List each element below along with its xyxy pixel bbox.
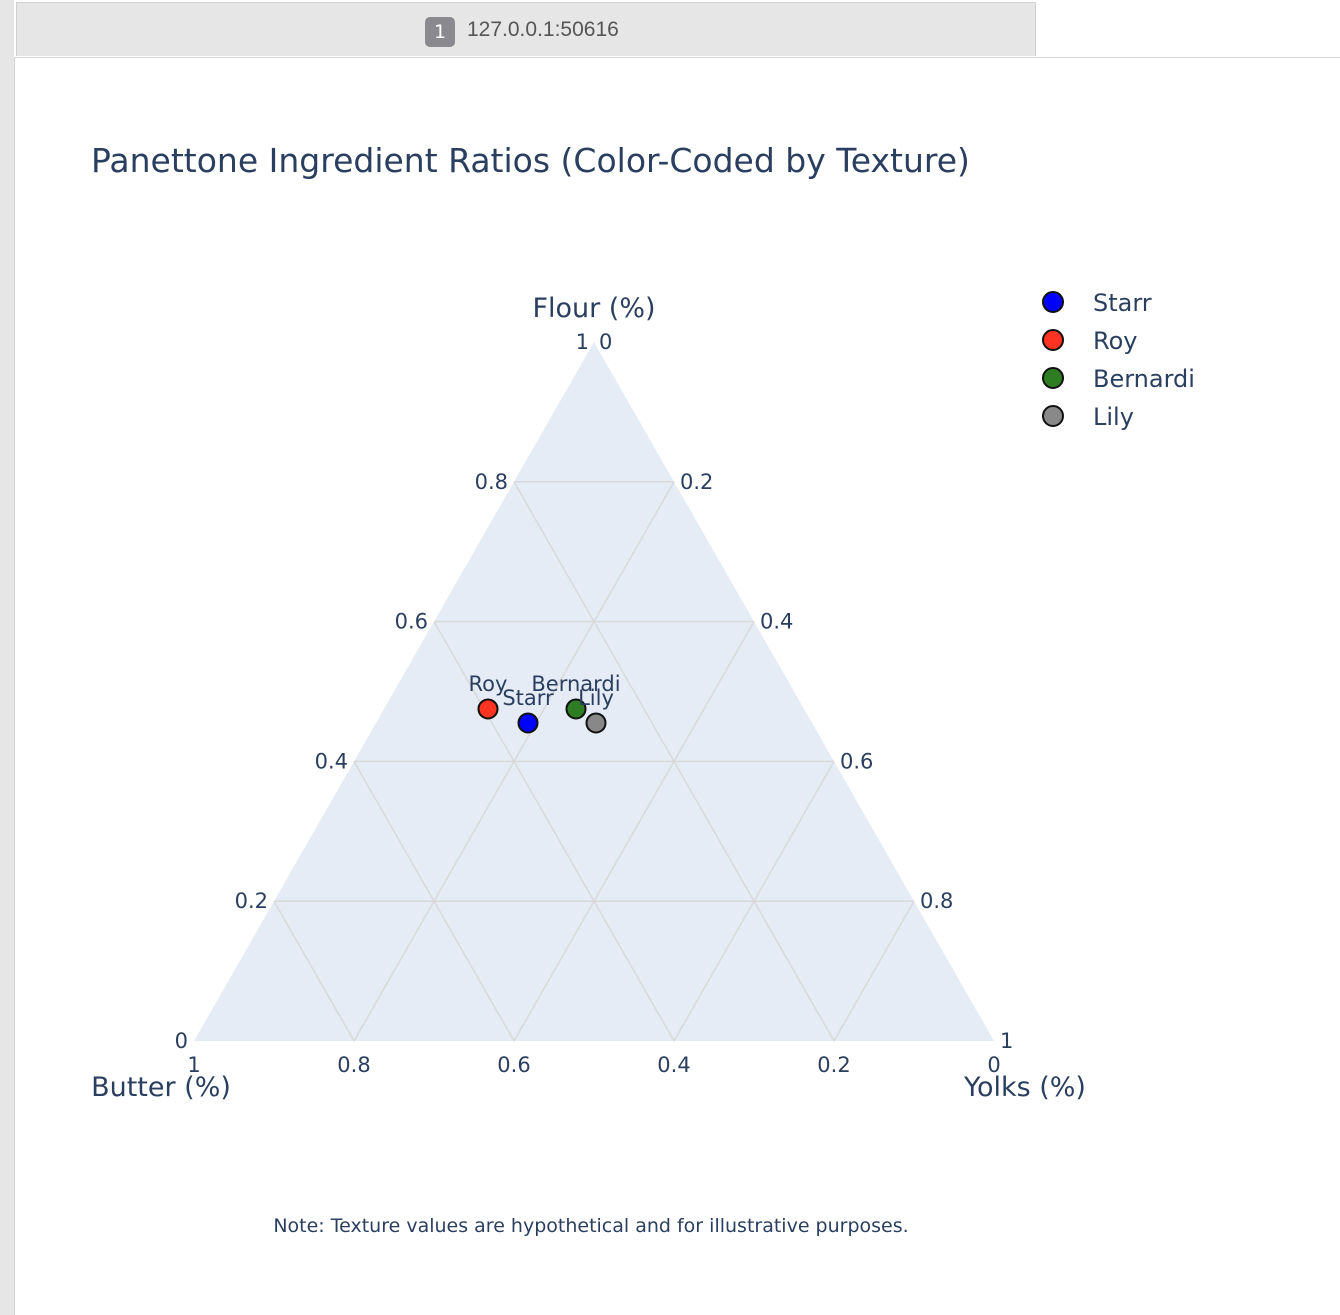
tab-title: 127.0.0.1:50616 [467, 18, 619, 41]
tick-yolks-1: 0.2 [680, 470, 713, 494]
tick-yolks-5: 1 [1000, 1029, 1013, 1053]
tick-flour-3: 0.6 [395, 610, 428, 634]
legend-label-lily[interactable]: Lily [1093, 403, 1134, 431]
tick-yolks-0: 0 [599, 330, 612, 354]
axis-title-yolks: Yolks (%) [963, 1072, 1086, 1103]
tick-butter-0: 0 [987, 1053, 1000, 1077]
ternary-background [194, 342, 994, 1041]
tick-butter-1: 0.2 [817, 1053, 850, 1077]
browser-tab-bar: 1 127.0.0.1:50616 [14, 0, 1340, 58]
tick-flour-5: 1 [576, 330, 589, 354]
point-label-lily: Lily [578, 686, 614, 710]
point-label-roy: Roy [469, 672, 508, 696]
legend-marker-lily[interactable] [1042, 405, 1064, 427]
gridline-butter-2 [353, 761, 515, 1042]
axis-title-butter: Butter (%) [91, 1072, 231, 1103]
legend: Starr Roy Bernardi Lily [1042, 289, 1195, 431]
tick-butter-4: 0.8 [337, 1053, 370, 1077]
legend-label-roy[interactable]: Roy [1093, 327, 1137, 355]
point-label-bernardi: Bernardi [531, 672, 620, 696]
tick-flour-0: 0 [175, 1029, 188, 1053]
tick-yolks-3: 0.6 [840, 749, 873, 773]
ternary-grid [273, 481, 915, 1042]
gridline-yolks-1 [513, 621, 755, 1042]
legend-marker-bernardi[interactable] [1042, 367, 1064, 389]
gridline-butter-1 [433, 621, 675, 1042]
legend-label-bernardi[interactable]: Bernardi [1093, 365, 1195, 393]
window-left-edge [0, 0, 15, 1315]
gridline-butter-3 [273, 900, 355, 1042]
tick-flour-1: 0.2 [235, 889, 268, 913]
gridline-yolks-2 [673, 761, 835, 1042]
tick-flour-2: 0.4 [315, 749, 348, 773]
point-starr[interactable] [517, 712, 539, 734]
tick-yolks-2: 0.4 [760, 610, 793, 634]
gridline-yolks-3 [833, 900, 915, 1042]
tick-butter-5: 1 [187, 1053, 200, 1077]
point-bernardi[interactable] [565, 698, 587, 720]
ternary-ticks: 00.20.40.60.81 00.20.40.60.8100.20.40.60.… [175, 330, 1014, 1077]
tick-yolks-4: 0.8 [920, 889, 953, 913]
axis-title-flour: Flour (%) [532, 293, 655, 324]
point-roy[interactable] [477, 698, 499, 720]
tick-butter-3: 0.6 [497, 1053, 530, 1077]
browser-tab[interactable]: 1 127.0.0.1:50616 [16, 2, 1036, 56]
point-lily[interactable] [585, 712, 607, 734]
point-label-starr: Starr [502, 686, 554, 710]
tab-number-badge: 1 [425, 17, 455, 47]
tick-butter-2: 0.4 [657, 1053, 690, 1077]
legend-marker-roy[interactable] [1042, 329, 1064, 351]
chart-title: Panettone Ingredient Ratios (Color-Coded… [91, 141, 970, 180]
legend-marker-starr[interactable] [1042, 291, 1064, 313]
tick-flour-4: 0.8 [475, 470, 508, 494]
footnote: Note: Texture values are hypothetical an… [273, 1215, 908, 1237]
legend-label-starr[interactable]: Starr [1093, 289, 1152, 317]
